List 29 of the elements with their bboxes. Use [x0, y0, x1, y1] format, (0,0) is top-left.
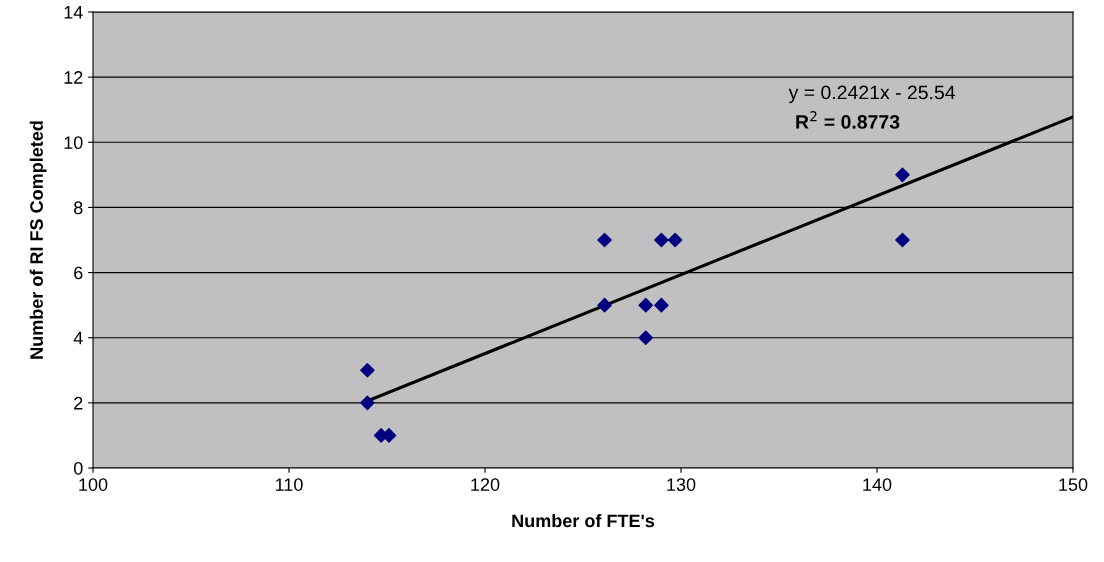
- point: [654, 232, 669, 248]
- y-tick-label: 8: [74, 201, 83, 215]
- y-tick-label: 6: [74, 266, 83, 280]
- point: [895, 232, 910, 248]
- x-tick-label: 120: [471, 478, 500, 491]
- y-tick-label: 14: [64, 6, 83, 19]
- point: [667, 232, 683, 248]
- y-tick-label: 12: [64, 71, 83, 84]
- x-tick-label: 150: [1059, 478, 1088, 491]
- x-tick-label: 130: [667, 478, 696, 491]
- point: [895, 167, 910, 183]
- y-tick-label: 2: [74, 396, 83, 410]
- x-tick-label: 140: [863, 478, 892, 491]
- point: [597, 297, 612, 313]
- x-tick-label: 110: [275, 478, 303, 491]
- y-axis-title: Number of RI FS Completed: [29, 121, 47, 359]
- x-axis-title: Number of FTE's: [512, 514, 655, 528]
- point: [638, 330, 654, 345]
- y-tick-label: 0: [73, 461, 83, 475]
- annotation: y = 0.2421x - 25.54: [788, 85, 956, 104]
- point: [638, 297, 654, 313]
- point: [360, 363, 375, 378]
- point: [360, 395, 375, 411]
- x-tick-label: 100: [79, 478, 108, 491]
- y-tick-label: 10: [64, 136, 83, 150]
- y-tick-label: 4: [73, 331, 83, 345]
- point: [597, 232, 612, 248]
- annotation: R$^{2}$ = 0.8773: [796, 111, 900, 129]
- point: [654, 297, 669, 313]
